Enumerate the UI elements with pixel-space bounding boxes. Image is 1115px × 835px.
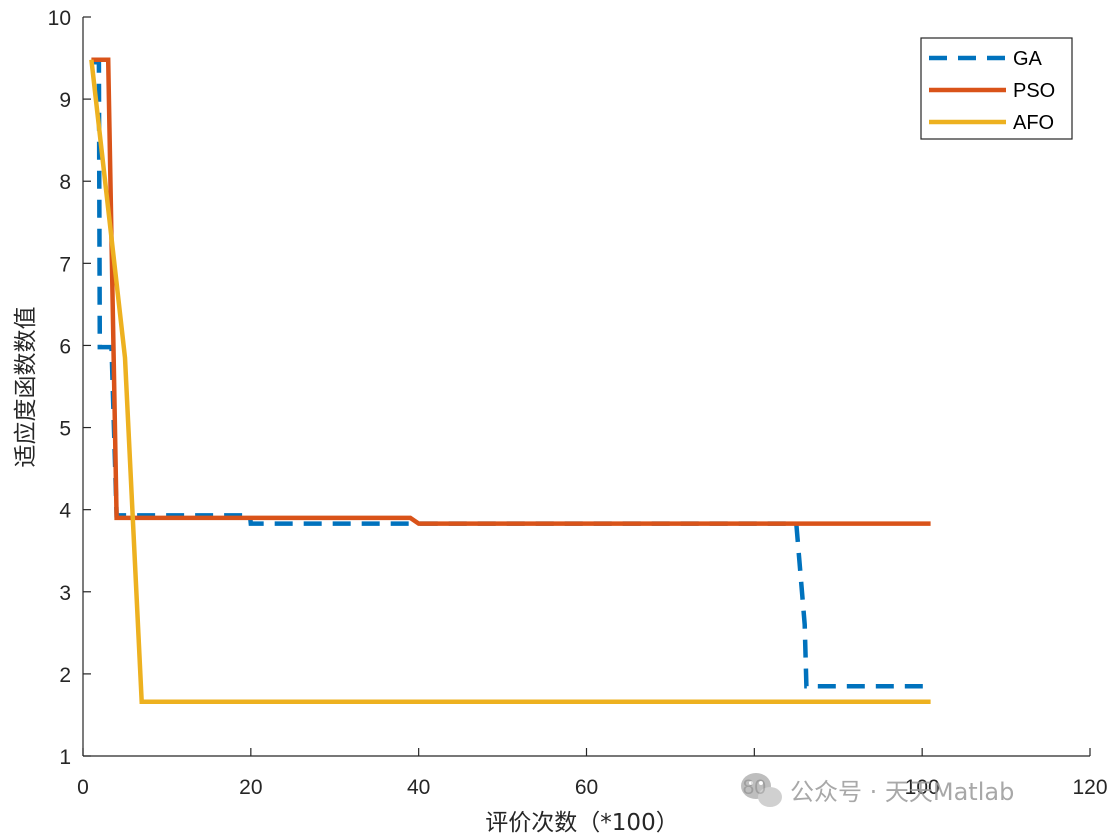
y-tick-label: 9 <box>59 89 71 112</box>
legend: GA PSO AFO <box>920 37 1073 140</box>
y-axis-label: 适应度函数数值 <box>13 307 39 468</box>
y-axis-ticks: 1 2 3 4 5 6 7 8 9 10 <box>48 7 91 769</box>
legend-label-ga: GA <box>1013 48 1043 70</box>
series-line-ga <box>91 59 931 689</box>
wechat-logo-icon <box>741 773 782 807</box>
x-tick-label: 40 <box>407 776 430 799</box>
x-tick-label: 0 <box>77 776 89 799</box>
watermark: 公众号 · 天天Matlab <box>741 773 1014 807</box>
legend-label-afo: AFO <box>1013 112 1054 134</box>
legend-label-pso: PSO <box>1013 80 1055 102</box>
series-line-afo <box>89 59 931 705</box>
y-tick-label: 10 <box>48 7 71 30</box>
x-tick-label: 20 <box>239 776 262 799</box>
x-axis-label: 评价次数（*100） <box>485 810 678 835</box>
plot-area <box>89 57 931 705</box>
y-tick-label: 1 <box>59 746 71 769</box>
y-tick-label: 7 <box>59 253 71 276</box>
y-tick-label: 3 <box>59 582 71 605</box>
y-tick-label: 6 <box>59 335 71 358</box>
x-tick-label: 100 <box>905 776 940 799</box>
y-tick-label: 5 <box>59 418 71 441</box>
y-tick-label: 8 <box>59 171 71 194</box>
y-tick-label: 2 <box>59 664 71 687</box>
x-tick-label: 120 <box>1072 776 1107 799</box>
watermark-text: 公众号 · 天天Matlab <box>790 778 1014 806</box>
series-line-pso <box>91 57 931 526</box>
x-tick-label: 60 <box>575 776 598 799</box>
y-tick-label: 4 <box>59 500 71 523</box>
